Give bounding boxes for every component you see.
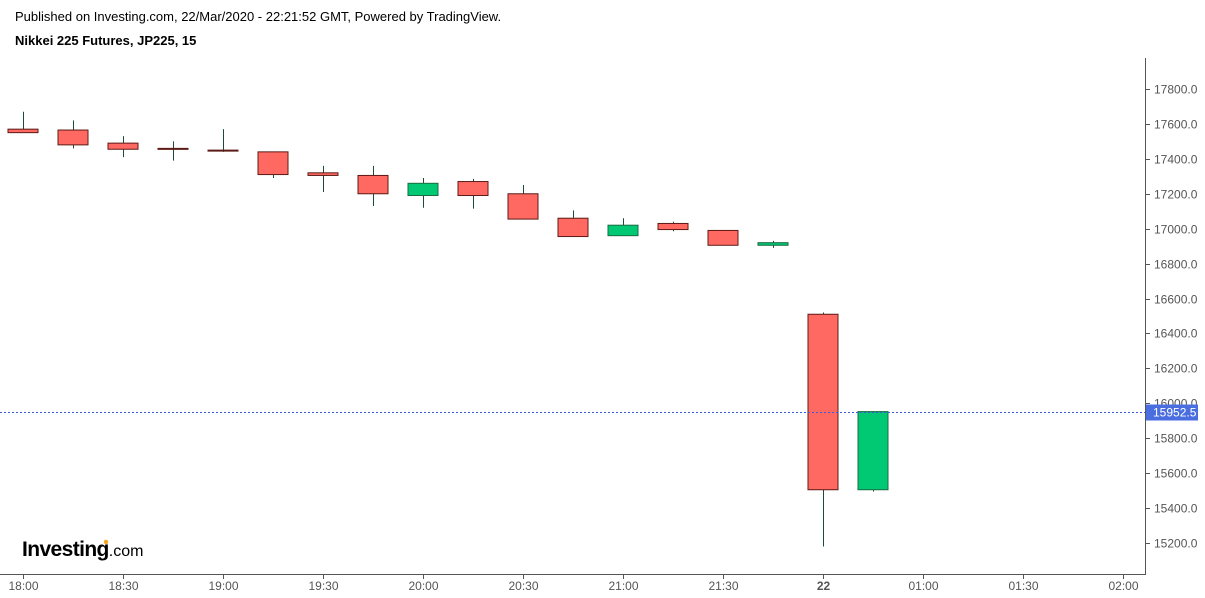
x-tick-label: 18:30 [108, 579, 138, 593]
y-axis[interactable]: 17800.0 17600.0 17400.0 17200.0 17000.0 16800… [1145, 58, 1198, 574]
svg-text:15952.5: 15952.5 [1153, 406, 1197, 420]
candle[interactable] [507, 185, 539, 220]
candle[interactable] [307, 165, 339, 193]
candle[interactable] [807, 312, 839, 547]
candle[interactable] [407, 178, 439, 208]
candle-body [657, 222, 689, 231]
y-tick-label: 16400.0 [1154, 327, 1198, 341]
x-axis[interactable]: 18:00 18:30 19:00 19:30 20:00 20:30 21:00 21:30… [0, 574, 1146, 593]
candle-body [757, 242, 789, 246]
logo-brand: Investing [22, 538, 109, 561]
candle-body [7, 128, 39, 134]
x-tick-label: 01:00 [908, 579, 938, 593]
candle[interactable] [257, 151, 289, 179]
candle[interactable] [357, 165, 389, 206]
candle-body [457, 181, 489, 197]
y-tick-label: 16600.0 [1154, 293, 1198, 307]
candle-body [507, 193, 539, 220]
x-tick-label: 19:00 [208, 579, 238, 593]
candle[interactable] [107, 136, 139, 158]
candle-body [307, 172, 339, 176]
candles-layer [7, 111, 889, 547]
candle[interactable] [757, 240, 789, 248]
y-tick-label: 17200.0 [1154, 188, 1198, 202]
investing-logo: Investing.com [22, 538, 143, 562]
candle-body [57, 129, 89, 146]
candle[interactable] [557, 210, 589, 238]
candle[interactable] [707, 229, 739, 246]
candle-body [857, 411, 889, 491]
y-tick-label: 17800.0 [1154, 83, 1198, 97]
candle-body [807, 313, 839, 491]
x-tick-label: 20:30 [508, 579, 538, 593]
candle[interactable] [457, 178, 489, 209]
candle[interactable] [57, 120, 89, 149]
candle[interactable] [7, 111, 39, 134]
candle[interactable] [857, 411, 889, 492]
candle-body [407, 182, 439, 197]
y-tick-label: 15200.0 [1154, 537, 1198, 551]
published-caption: Published on Investing.com, 22/Mar/2020 … [15, 9, 502, 24]
candle[interactable] [657, 221, 689, 232]
x-tick-label: 01:30 [1008, 579, 1038, 593]
y-tick-label: 15800.0 [1154, 432, 1198, 446]
x-tick-label: 22 [817, 579, 831, 593]
candle-body [157, 147, 189, 150]
y-tick-label: 17400.0 [1154, 153, 1198, 167]
x-tick-label: 02:00 [1108, 579, 1138, 593]
candle-body [707, 229, 739, 246]
y-tick-label: 16200.0 [1154, 362, 1198, 376]
chart-title: Nikkei 225 Futures, JP225, 15 [15, 33, 197, 48]
logo-suffix: .com [108, 543, 144, 560]
last-price-label: 15952.5 [1146, 404, 1198, 421]
y-tick-label: 16800.0 [1154, 258, 1198, 272]
candle-body [607, 224, 639, 237]
x-tick-label: 18:00 [8, 579, 38, 593]
candle[interactable] [607, 218, 639, 237]
candle[interactable] [157, 141, 189, 161]
x-tick-label: 20:00 [408, 579, 438, 593]
candle-body [357, 174, 389, 195]
y-tick-label: 17000.0 [1154, 223, 1198, 237]
candle-body [557, 217, 589, 238]
candle-body [107, 142, 139, 150]
y-tick-label: 15600.0 [1154, 467, 1198, 481]
candle-body [207, 149, 239, 152]
x-tick-label: 21:00 [608, 579, 638, 593]
candle-body [257, 151, 289, 176]
x-tick-label: 19:30 [308, 579, 338, 593]
candle[interactable] [207, 129, 239, 152]
y-tick-label: 15400.0 [1154, 502, 1198, 516]
y-tick-label: 17600.0 [1154, 118, 1198, 132]
x-tick-label: 21:30 [708, 579, 738, 593]
